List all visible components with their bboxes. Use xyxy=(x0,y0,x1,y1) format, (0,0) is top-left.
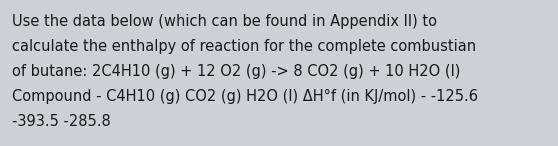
Text: Use the data below (which can be found in Appendix II) to: Use the data below (which can be found i… xyxy=(12,14,437,29)
Text: Compound - C4H10 (g) CO2 (g) H2O (l) ΔH°f (in KJ/mol) - -125.6: Compound - C4H10 (g) CO2 (g) H2O (l) ΔH°… xyxy=(12,89,478,104)
Text: -393.5 -285.8: -393.5 -285.8 xyxy=(12,114,110,129)
Text: calculate the enthalpy of reaction for the complete combustian: calculate the enthalpy of reaction for t… xyxy=(12,39,476,54)
Text: of butane: 2C4H10 (g) + 12 O2 (g) -> 8 CO2 (g) + 10 H2O (l): of butane: 2C4H10 (g) + 12 O2 (g) -> 8 C… xyxy=(12,64,460,79)
